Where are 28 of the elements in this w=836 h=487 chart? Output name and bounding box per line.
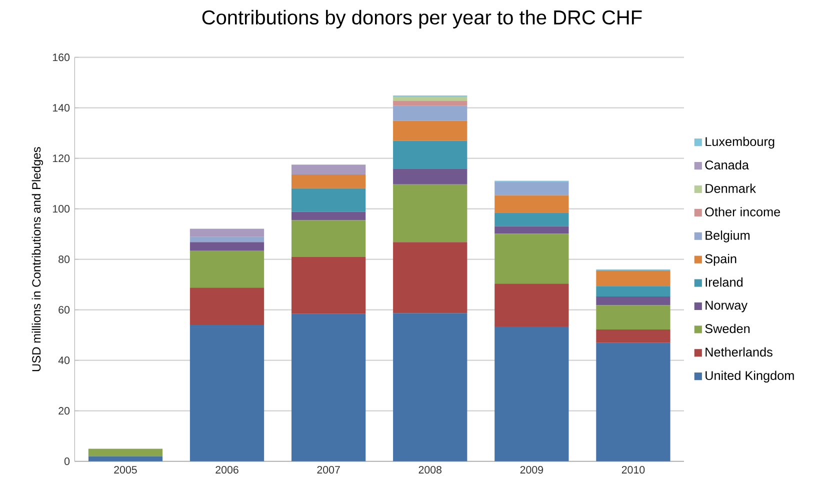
legend-label: Norway [706,301,748,312]
legend-label: Canada [705,160,749,170]
x-tick-label: 2007 [317,466,340,474]
legend-label: Belgium [706,230,750,243]
y-tick-label: 20 [58,407,70,415]
legend-label: Netherlands [706,347,772,357]
x-tick-label: 2005 [114,466,137,474]
legend-label: Denmark [706,184,756,194]
legend-label: Sweden [705,324,750,334]
x-tick-label: 2008 [418,466,442,474]
y-tick-label: 100 [52,205,70,213]
x-tick-label: 2006 [216,466,238,474]
y-axis-title: USD millions in Contributions and Pledges [32,147,44,372]
y-tick-label: 60 [58,306,70,314]
legend-label: Other income [705,207,780,217]
y-tick-label: 40 [58,356,70,364]
x-tick-label: 2009 [520,466,544,474]
y-tick-label: 80 [58,256,70,264]
legend-label: Spain [705,254,736,266]
y-tick-label: 140 [52,104,70,112]
y-tick-label: 160 [52,54,70,62]
y-tick-label: 0 [64,458,70,466]
legend-label: Ireland [706,278,743,287]
chart-title: Contributions by donors per year to the DRC CHF [202,10,642,29]
legend-label: Luxembourg [706,136,774,149]
x-tick-label: 2010 [622,466,645,474]
y-tick-label: 120 [52,154,70,162]
legend-label: United Kingdom [706,370,794,383]
